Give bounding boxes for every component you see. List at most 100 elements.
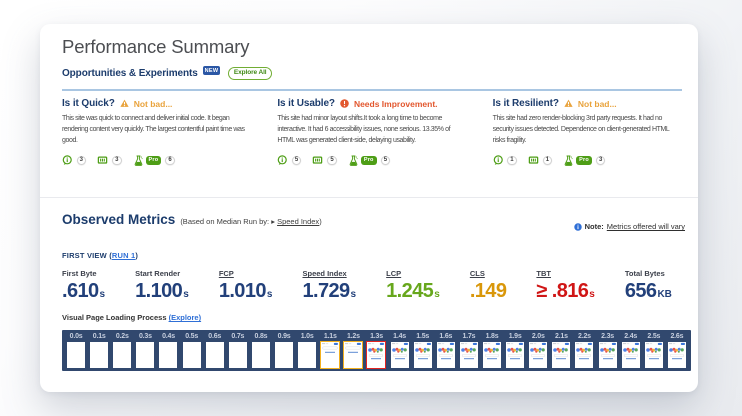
count-badge: 1	[542, 155, 553, 166]
median-run-caption: (Based on Median Run by: ▸ Speed Index)	[180, 217, 322, 227]
pro-badge: Pro	[145, 155, 162, 165]
performance-summary-card: Performance Summary Opportunities & Expe…	[40, 24, 698, 392]
observations-link[interactable]: 1	[493, 155, 517, 166]
frame-time: 2.0s	[531, 332, 545, 340]
metric-value: .149	[469, 280, 507, 303]
metric-value: 1.010s	[218, 280, 273, 303]
experiments-icon	[348, 155, 359, 167]
video-icon	[528, 155, 539, 165]
metric-label[interactable]: FCP	[218, 269, 234, 279]
metric-label: First Byte	[62, 269, 97, 279]
warning-triangle-icon	[564, 99, 573, 108]
metric-value: 1.729s	[302, 280, 357, 303]
column-links: 1 1 Pro 3	[493, 155, 682, 167]
info-circle-icon	[573, 222, 582, 231]
filmstrip-frame-2.1s: 2.1s	[550, 332, 573, 371]
frame-thumbnail	[298, 342, 317, 369]
frame-thumbnail	[598, 342, 617, 369]
explore-all-button[interactable]: Explore All	[228, 67, 273, 80]
column-links: 3 3 Pro 6	[62, 155, 251, 167]
filmstrip-frame-1.4s: 1.4s	[388, 332, 411, 371]
frame-time: 1.0s	[300, 332, 314, 340]
frame-time: 1.3s	[370, 332, 383, 340]
count-badge: 3	[76, 155, 86, 166]
column-question: Is it Resilient?	[492, 98, 559, 109]
metric-label[interactable]: CLS	[469, 269, 485, 279]
frame-thumbnail	[506, 342, 525, 369]
frame-thumbnail	[621, 342, 640, 369]
video-link[interactable]: 3	[97, 155, 122, 166]
opportunity-column-3: Is it Resilient? Not bad... This site had …	[493, 98, 682, 166]
frame-time: 2.5s	[647, 332, 661, 340]
observations-icon	[62, 155, 73, 166]
count-badge: 3	[595, 155, 606, 166]
frame-thumbnail	[251, 342, 270, 369]
frame-thumbnail	[366, 341, 387, 370]
filmstrip-frame-0.2s: 0.2s	[111, 332, 134, 371]
metric-lcp: LCP 1.245s	[386, 269, 440, 303]
section-divider	[40, 197, 698, 199]
metric-label[interactable]: TBT	[536, 269, 551, 279]
frame-thumbnail	[436, 342, 455, 369]
column-header: Is it Quick? Not bad...	[62, 98, 251, 109]
filmstrip-frame-0.4s: 0.4s	[157, 332, 180, 371]
opportunity-column-2: Is it Usable? Needs Improvement. This site…	[277, 98, 466, 166]
filmstrip-frame-1.1s: 1.1s	[319, 332, 342, 371]
experiments-link[interactable]: Pro 5	[348, 155, 391, 167]
filmstrip-frame-0.1s: 0.1s	[88, 332, 111, 371]
observed-metrics-header: Observed Metrics (Based on Median Run by…	[62, 212, 322, 227]
frame-time: 1.8s	[485, 332, 499, 340]
frame-thumbnail	[228, 342, 247, 369]
opportunities-heading: Opportunities & Experiments	[62, 68, 198, 79]
column-header: Is it Resilient? Not bad...	[493, 98, 682, 109]
filmstrip-frame-0.3s: 0.3s	[134, 332, 157, 371]
count-badge: 5	[380, 155, 391, 166]
experiments-link[interactable]: Pro 3	[563, 155, 606, 167]
filmstrip-frame-1.0s: 1.0s	[296, 332, 319, 371]
metric-speed-index: Speed Index 1.729s	[302, 269, 356, 303]
opportunity-columns: Is it Quick? Not bad... This site was quic…	[62, 98, 682, 166]
run-1-link[interactable]: RUN 1	[111, 251, 136, 261]
video-icon	[97, 155, 108, 165]
frame-time: 2.4s	[624, 332, 638, 340]
metric-label[interactable]: Speed Index	[302, 269, 347, 279]
metrics-note: Note: Metrics offered will vary	[573, 222, 685, 232]
filmstrip-frame-0.6s: 0.6s	[203, 332, 226, 371]
explore-link[interactable]: (Explore)	[168, 313, 202, 323]
experiments-link[interactable]: Pro 6	[133, 155, 175, 167]
observations-icon	[277, 155, 288, 166]
frame-time: 2.2s	[578, 332, 591, 340]
frame-thumbnail	[667, 342, 686, 369]
column-description: This site had minor layout shifts.It too…	[277, 115, 451, 145]
video-link[interactable]: 5	[312, 155, 337, 166]
experiments-icon	[563, 155, 574, 167]
observations-link[interactable]: 5	[277, 155, 302, 166]
filmstrip-frame-2.4s: 2.4s	[619, 332, 642, 371]
video-link[interactable]: 1	[528, 155, 553, 166]
observations-link[interactable]: 3	[62, 155, 86, 166]
filmstrip-frame-2.3s: 2.3s	[596, 332, 619, 371]
speed-index-link[interactable]: Speed Index	[277, 217, 320, 227]
observed-metrics-heading: Observed Metrics	[62, 212, 176, 228]
metrics-vary-link[interactable]: Metrics offered will vary	[606, 222, 685, 232]
frame-time: 0.2s	[115, 332, 129, 340]
experiments-icon	[133, 155, 144, 167]
pro-badge: Pro	[360, 155, 377, 165]
frame-time: 2.6s	[670, 332, 684, 340]
frame-thumbnail	[90, 342, 109, 369]
first-view-label: FIRST VIEW (RUN 1)	[62, 251, 139, 261]
frame-thumbnail	[390, 342, 409, 369]
frame-thumbnail	[136, 342, 155, 369]
filmstrip-frame-1.8s: 1.8s	[480, 332, 503, 371]
metric-total-bytes: Total Bytes 656KB	[625, 269, 672, 303]
filmstrip-frame-0.0s: 0.0s	[65, 332, 88, 371]
column-status: Needs Improvement.	[353, 98, 438, 109]
filmstrip-frame-0.8s: 0.8s	[249, 332, 272, 371]
metric-cls: CLS .149	[470, 269, 507, 303]
metric-label[interactable]: LCP	[386, 269, 402, 279]
frame-thumbnail	[413, 342, 432, 369]
pro-badge: Pro	[576, 155, 592, 165]
count-badge: 6	[165, 155, 175, 166]
frame-time: 0.6s	[208, 332, 222, 340]
frame-time: 1.9s	[508, 332, 522, 340]
